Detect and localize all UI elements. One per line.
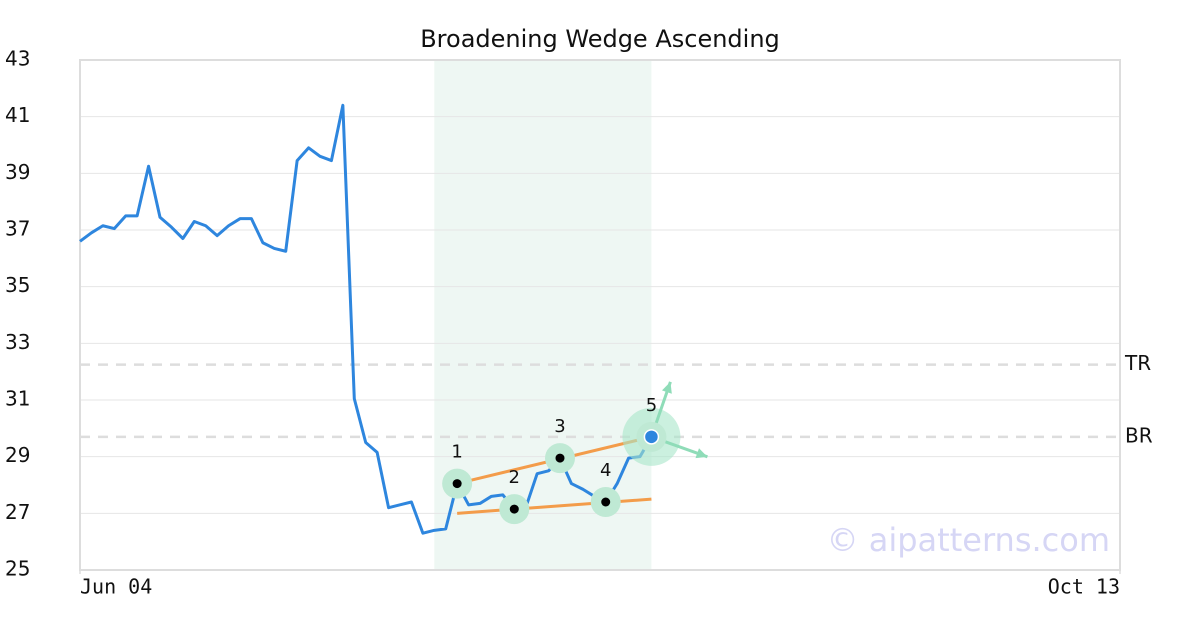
y-tick-label: 41 — [5, 103, 30, 127]
chart-title: Broadening Wedge Ascending — [420, 25, 780, 53]
point-label: 4 — [600, 460, 611, 481]
watermark: © aipatterns.com — [827, 521, 1110, 559]
y-tick-label: 33 — [5, 330, 30, 354]
arrow-head — [695, 448, 708, 459]
pattern-point — [601, 497, 611, 507]
pattern-point — [452, 479, 462, 489]
y-tick-label: 25 — [5, 557, 30, 581]
y-tick-label: 31 — [5, 387, 30, 411]
y-tick-label: 39 — [5, 160, 30, 184]
y-tick-label: 37 — [5, 217, 30, 241]
x-tick-label: Oct 13 — [1048, 575, 1120, 599]
point-label: 3 — [554, 416, 565, 437]
x-tick-label: Jun 04 — [80, 575, 152, 599]
y-tick-label: 29 — [5, 443, 30, 467]
point-label: 5 — [646, 395, 657, 416]
pattern-point — [555, 453, 565, 463]
arrow-head — [661, 381, 672, 394]
y-tick-label: 43 — [5, 47, 30, 71]
point-label: 2 — [509, 467, 520, 488]
pattern-point — [643, 429, 660, 445]
level-label: BR — [1125, 423, 1153, 447]
y-tick-label: 35 — [5, 273, 30, 297]
pattern-point — [509, 504, 519, 514]
plot-frame — [79, 59, 1121, 571]
y-tick-label: 27 — [5, 500, 30, 524]
level-label: TR — [1124, 351, 1151, 375]
point-label: 1 — [451, 442, 462, 463]
